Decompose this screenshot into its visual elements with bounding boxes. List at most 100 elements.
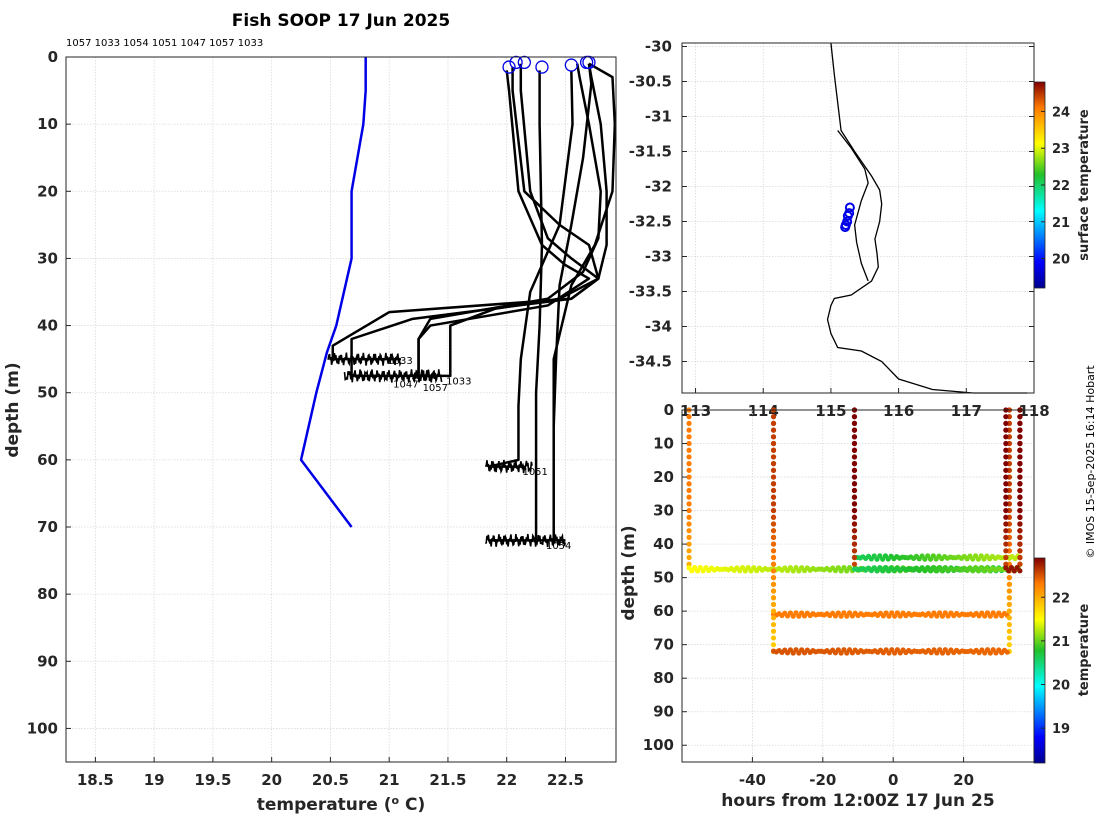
surface-marker — [502, 60, 516, 74]
xbt-profile-1054b — [552, 63, 593, 541]
time-depth-point — [1003, 467, 1009, 473]
time-depth-point — [770, 420, 777, 427]
map-lat-tick-label: -34 — [645, 318, 672, 336]
temperature-colorbar — [1033, 557, 1046, 764]
profile-end-label: 1051 — [522, 467, 547, 478]
map-lat-tick-label: -32.5 — [629, 213, 672, 231]
time-depth-point — [851, 414, 858, 420]
time-depth-point — [1003, 474, 1009, 480]
time-depth-point — [1003, 414, 1009, 420]
time-depth-point — [1003, 494, 1009, 500]
time-depth-point — [770, 487, 777, 494]
time-depth-point — [851, 534, 858, 540]
tow-noise-segment — [327, 352, 402, 368]
time-depth-point — [770, 494, 777, 500]
time-depth-point — [851, 501, 858, 507]
colorbar-tick-label: 19 — [1052, 722, 1070, 737]
time-depth-point — [770, 454, 777, 460]
map-lon-tick-label: 117 — [951, 402, 982, 420]
time-depth-point — [770, 521, 777, 527]
xbt-profile-1057b — [430, 63, 608, 378]
time-depth-point — [851, 514, 858, 520]
time-depth-point — [770, 642, 777, 648]
time-depth-point — [1003, 427, 1009, 433]
time-depth-point — [770, 427, 777, 433]
xbt-profile-1051b — [552, 62, 617, 427]
inner-coastline — [837, 130, 869, 282]
profile-x-tick-label: 19.5 — [194, 771, 231, 789]
time-depth-point — [851, 447, 858, 453]
time-depth-point — [851, 420, 858, 427]
time-depth-point — [851, 440, 858, 447]
profile-end-label: 1033 — [446, 376, 471, 387]
time-depth-point — [1003, 434, 1009, 440]
colorbar-label: temperature — [1077, 604, 1092, 697]
map-lat-tick-label: -33 — [645, 248, 672, 266]
time-depth-point — [851, 541, 858, 547]
time-depth-point — [770, 575, 777, 581]
time-depth-point — [1017, 514, 1023, 520]
time-depth-point — [770, 440, 777, 447]
profile-y-tick-label: 0 — [48, 48, 58, 66]
time-x-axis-label: hours from 12:00Z 17 Jun 25 — [721, 791, 994, 811]
time-depth-point — [770, 467, 777, 473]
xbt-profile-1033b — [417, 63, 602, 378]
time-depth-point — [1006, 642, 1012, 648]
colorbar-tick-label: 22 — [1052, 591, 1070, 606]
xbt-profile-1051 — [487, 70, 574, 468]
profile-x-tick-label: 22 — [496, 771, 517, 789]
time-depth-point — [1017, 554, 1023, 561]
time-y-axis-label: depth (m) — [619, 525, 639, 620]
time-y-tick-label: 50 — [653, 569, 674, 587]
time-depth-point — [851, 427, 858, 433]
time-depth-point — [770, 481, 777, 487]
time-depth-point — [1003, 554, 1009, 561]
time-depth-point — [1003, 487, 1009, 494]
time-depth-point — [851, 507, 858, 514]
time-depth-point — [686, 414, 692, 420]
time-x-tick-label: 20 — [953, 771, 974, 789]
profile-end-label: 1057 — [423, 383, 448, 394]
time-depth-point — [770, 561, 777, 567]
profile-y-tick-label: 70 — [37, 518, 58, 536]
time-depth-point — [851, 474, 858, 480]
time-depth-point — [686, 434, 692, 440]
time-depth-point — [686, 474, 692, 480]
time-depth-point — [1017, 534, 1023, 540]
time-depth-point — [1017, 548, 1023, 554]
profile-x-tick-label: 20 — [261, 771, 282, 789]
profile-x-tick-label: 21.5 — [429, 771, 466, 789]
time-x-tick-label: -20 — [809, 771, 836, 789]
time-depth-point — [851, 487, 858, 494]
map-lat-tick-label: -30.5 — [629, 73, 672, 91]
time-depth-point — [1017, 494, 1023, 500]
time-depth-point — [770, 514, 777, 520]
time-depth-point — [1004, 649, 1010, 655]
time-depth-point — [1017, 474, 1023, 480]
time-y-tick-label: 80 — [653, 669, 674, 687]
colorbar-tick-label: 21 — [1052, 635, 1070, 650]
time-depth-point — [1017, 467, 1023, 473]
time-depth-point — [1003, 454, 1009, 460]
profile-y-tick-label: 90 — [37, 652, 58, 670]
time-depth-point — [686, 420, 692, 427]
time-depth-point — [686, 487, 692, 494]
watermark: © IMOS 15-Sep-2025 16:14 Hobart — [1084, 365, 1097, 559]
time-depth-point — [770, 507, 777, 514]
profile-y-tick-label: 30 — [37, 249, 58, 267]
profile-y-tick-label: 10 — [37, 115, 58, 133]
map-lat-tick-label: -31 — [645, 108, 672, 126]
profile-x-axis-label: temperature (o C) — [257, 794, 426, 815]
time-depth-point — [686, 481, 692, 487]
tow-noise-segment — [411, 369, 443, 384]
time-depth-point — [851, 521, 858, 527]
time-y-tick-label: 60 — [653, 602, 674, 620]
time-depth-point — [851, 461, 858, 467]
time-depth-point — [851, 528, 858, 534]
time-depth-point — [1003, 514, 1009, 520]
time-depth-point — [851, 561, 858, 567]
time-plot-frame — [681, 409, 1035, 763]
time-depth-point — [770, 608, 777, 614]
time-depth-chart: -40 -20 0 20 0 10 20 30 40 50 60 70 80 90 100 19 20 21 22… — [619, 401, 1092, 811]
time-depth-point — [770, 414, 777, 420]
